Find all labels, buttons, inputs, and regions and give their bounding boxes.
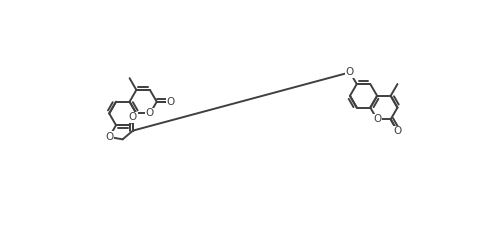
Text: O: O [146,109,154,118]
Text: O: O [394,126,401,136]
Text: O: O [105,132,113,142]
Text: O: O [166,97,174,107]
Text: O: O [129,112,137,122]
Text: O: O [373,114,381,124]
Text: O: O [346,67,354,77]
